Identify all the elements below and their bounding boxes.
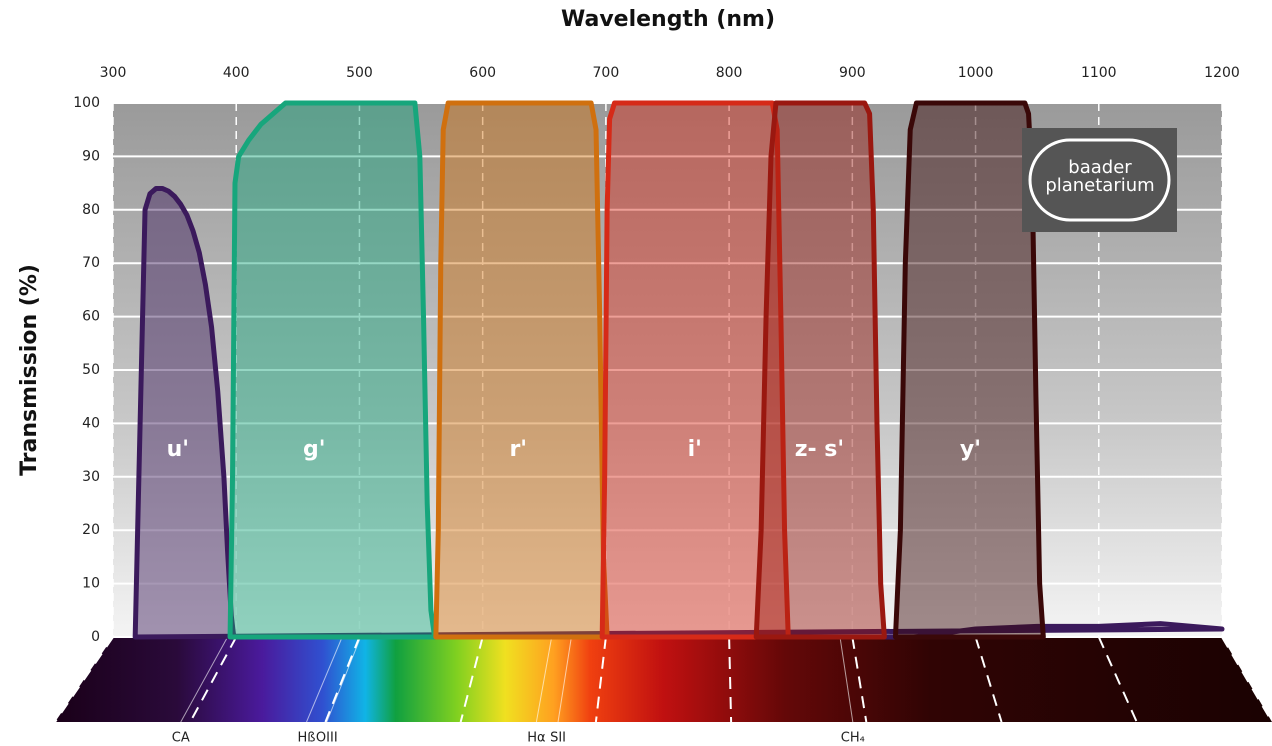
series-label: y'	[960, 437, 981, 462]
x-tick-label: 500	[346, 65, 373, 81]
y-tick-label: 80	[82, 202, 100, 218]
y-tick-label: 100	[73, 95, 100, 111]
y-tick-label: 90	[82, 148, 100, 164]
spectral-line-label: OIII	[316, 731, 338, 746]
y-tick-label: 40	[82, 415, 100, 431]
logo-text: planetarium	[1045, 175, 1154, 196]
y-tick-label: 50	[82, 362, 100, 378]
x-tick-label: 900	[839, 65, 866, 81]
x-tick-label: 1000	[958, 65, 994, 81]
filter-curve	[436, 103, 607, 637]
y-tick-label: 70	[82, 255, 100, 271]
series-label: z- s'	[795, 437, 844, 462]
y-axis-title: Transmission (%)	[17, 264, 42, 476]
x-tick-label: 300	[100, 65, 127, 81]
y-tick-label: 30	[82, 469, 100, 485]
x-tick-label: 800	[716, 65, 743, 81]
x-tick-label: 400	[223, 65, 250, 81]
x-tick-label: 600	[469, 65, 496, 81]
x-tick-label: 1100	[1081, 65, 1117, 81]
spectral-line-label: Hα	[527, 731, 545, 746]
filter-curve	[756, 103, 884, 637]
spectral-line-label: CH₄	[841, 731, 865, 746]
series-label: u'	[167, 437, 189, 462]
logo: baader planetarium	[1022, 128, 1177, 232]
spectrum-band	[55, 637, 1272, 722]
x-tick-label: 700	[593, 65, 620, 81]
filter-curve	[230, 103, 435, 637]
spectral-line-label: SII	[550, 731, 566, 746]
filter-curve	[895, 103, 1043, 637]
spectral-line-label: Hß	[298, 731, 316, 746]
y-tick-label: 60	[82, 309, 100, 325]
series-label: i'	[688, 437, 702, 462]
spectral-line-label: CA	[172, 731, 190, 746]
y-tick-label: 20	[82, 522, 100, 538]
y-tick-label: 10	[82, 576, 100, 592]
series-label: g'	[303, 437, 325, 462]
chart-title: Wavelength (nm)	[561, 7, 775, 32]
x-tick-label: 1200	[1204, 65, 1240, 81]
series-label: r'	[509, 437, 527, 462]
chart: Wavelength (nm) Transmission (%) 0 10 20 30…	[0, 0, 1272, 746]
y-tick-label: 0	[91, 629, 100, 645]
